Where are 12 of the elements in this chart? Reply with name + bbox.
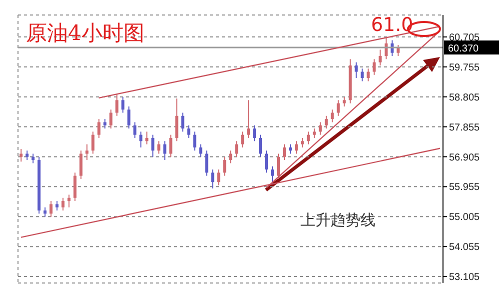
annotation: 上升趋势线 [300,211,376,229]
y-tick-label: 54.055 [449,242,480,254]
ref-line-label: 60.370 [448,43,480,54]
y-tick-label: 59.755 [449,62,480,74]
y-tick-label: 53.105 [449,272,480,284]
annotation: 61.0 [370,14,414,36]
y-tick-label: 55.005 [449,212,480,224]
chart-title: 原油4小时图 [26,21,144,45]
y-tick-label: 56.905 [449,152,480,164]
y-tick-label: 57.855 [449,122,480,134]
y-tick-label: 55.955 [449,182,480,194]
y-tick-label: 58.805 [449,92,480,104]
